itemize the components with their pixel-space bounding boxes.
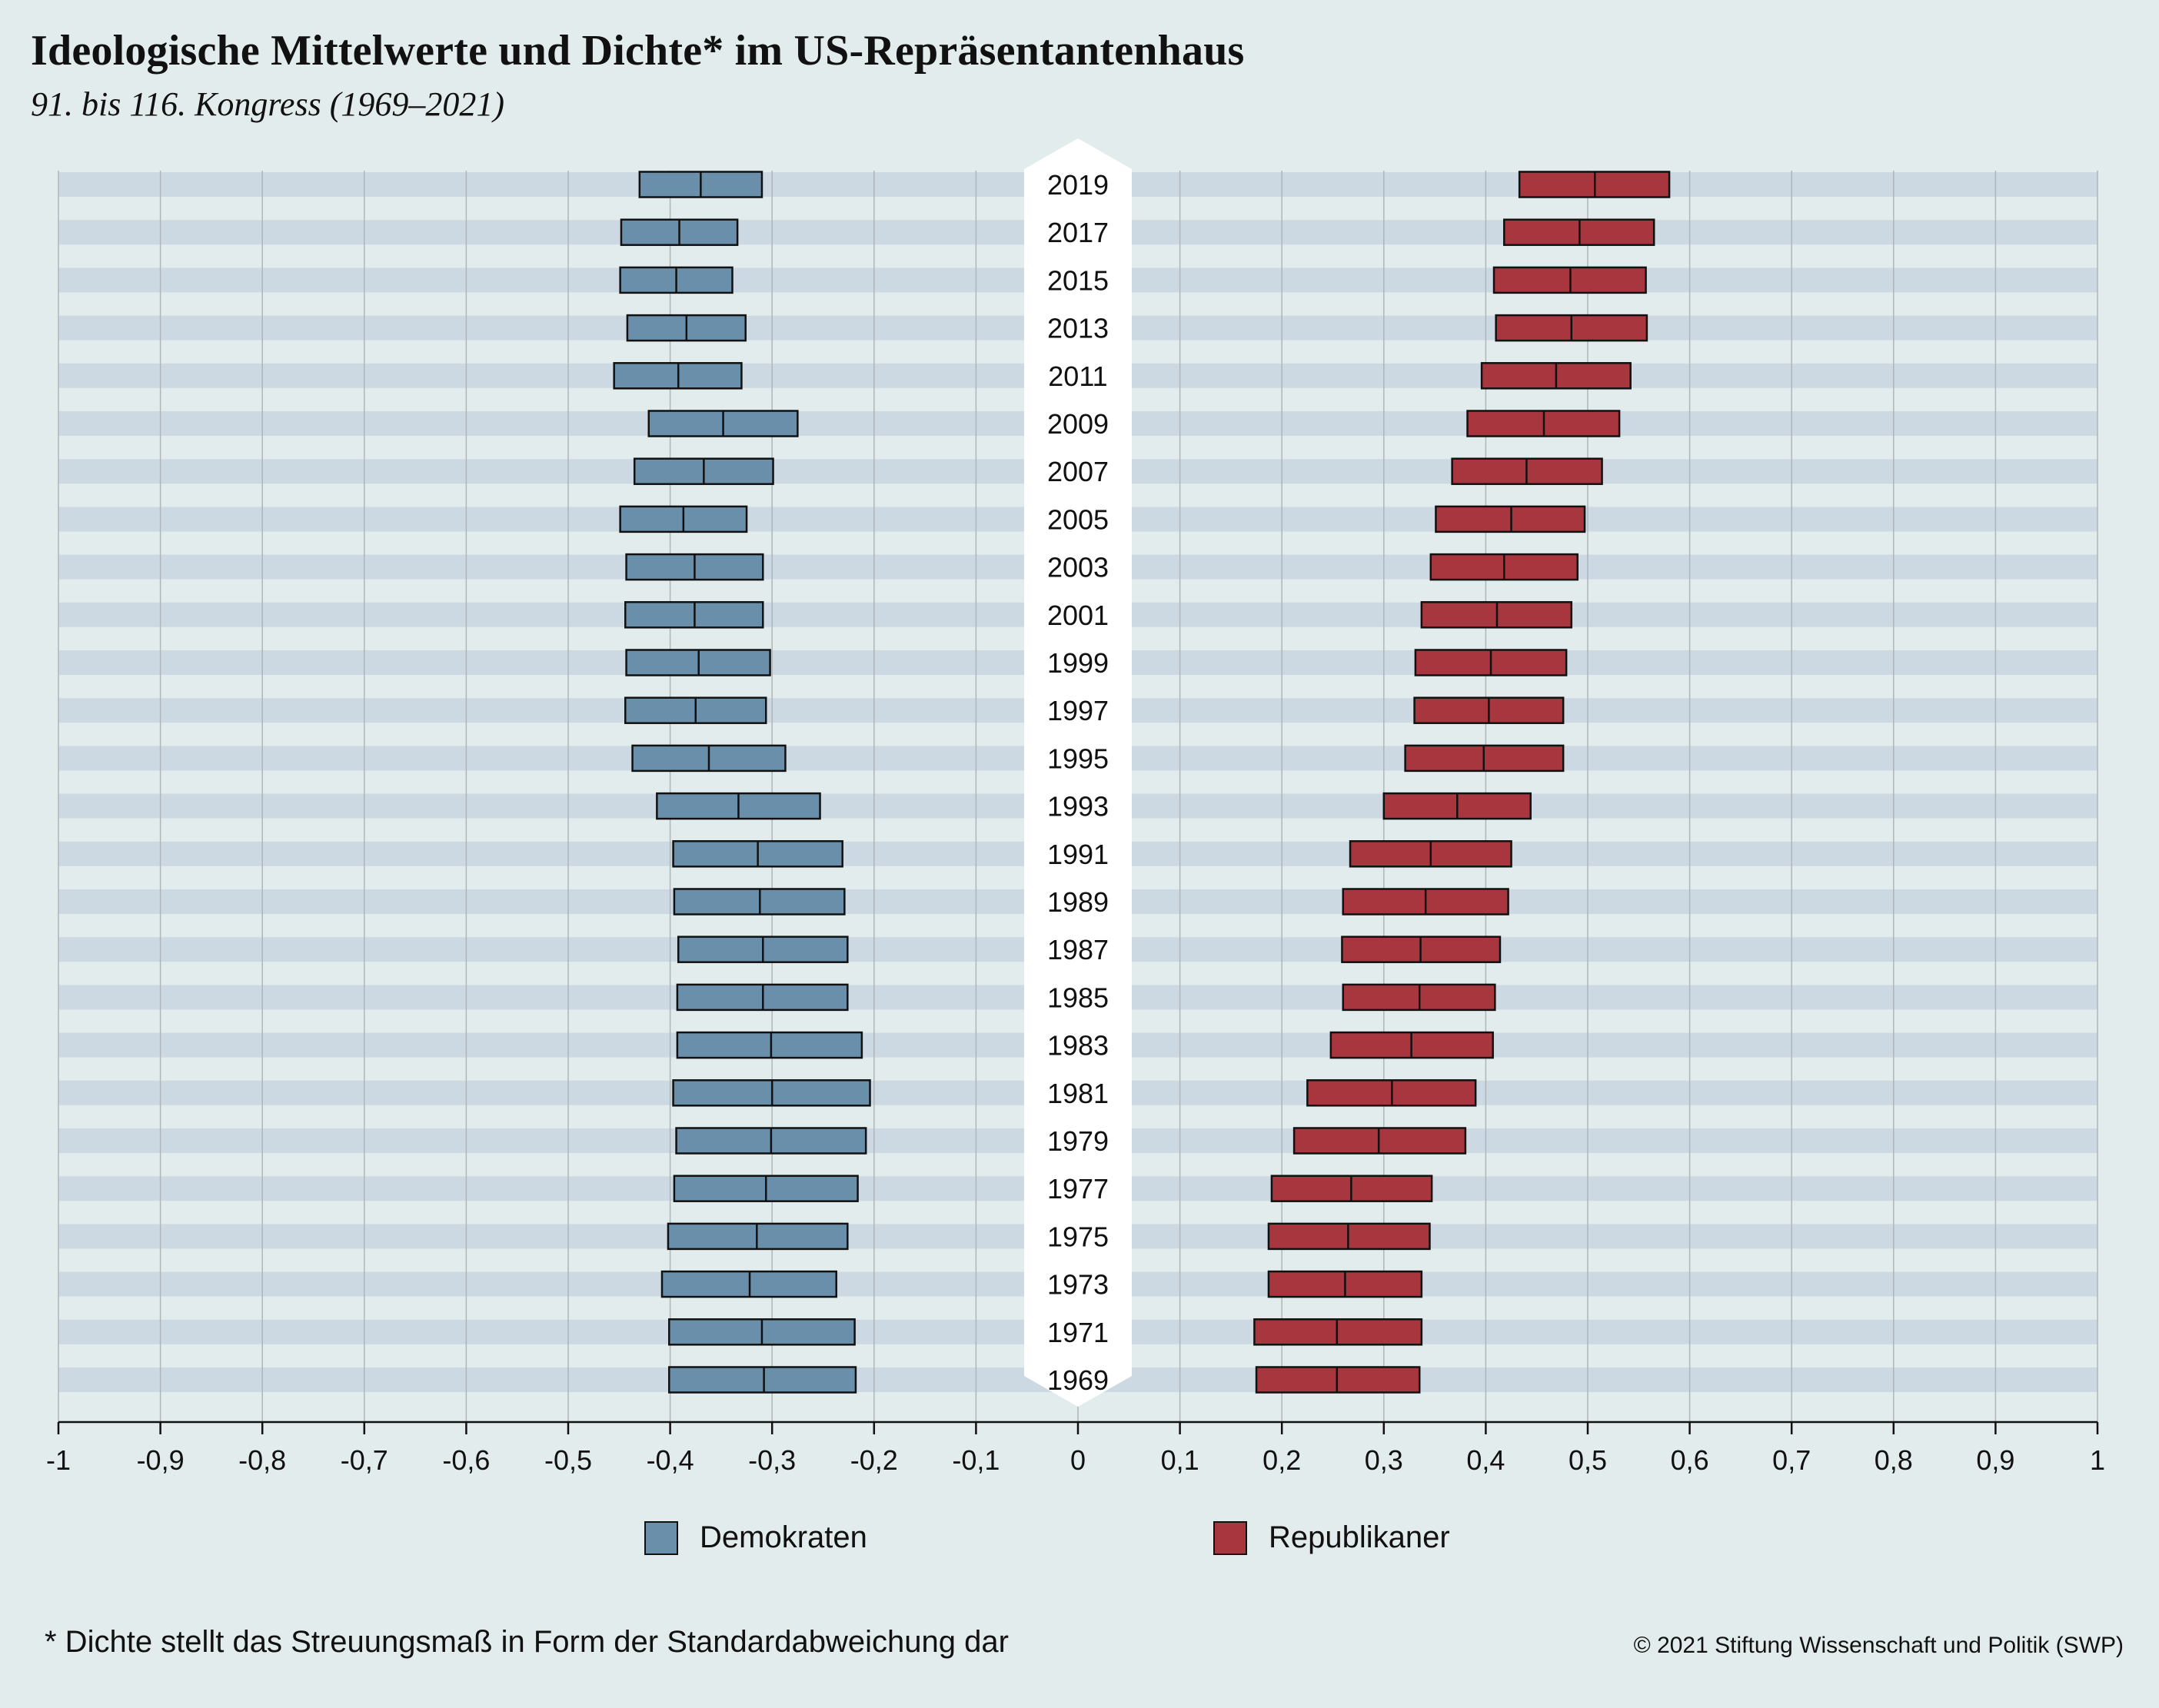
year-label: 1971	[1047, 1317, 1109, 1348]
year-label: 1989	[1047, 886, 1109, 918]
year-label: 2009	[1047, 408, 1109, 440]
legend-item-republicans: Republikaner	[1213, 1520, 1450, 1555]
year-label: 1973	[1047, 1269, 1109, 1301]
year-label-band	[1024, 138, 1132, 1407]
x-tick-label: -1	[46, 1444, 71, 1476]
x-tick-label: 0,8	[1875, 1444, 1913, 1476]
year-label: 1987	[1047, 934, 1109, 965]
x-tick-label: 0,9	[1976, 1444, 2014, 1476]
x-tick-label: 0	[1070, 1444, 1086, 1476]
x-tick-label: -0,6	[442, 1444, 490, 1476]
year-label: 2003	[1047, 552, 1109, 583]
x-tick-label: -0,5	[544, 1444, 592, 1476]
box-democrats	[667, 1222, 849, 1251]
year-label: 1981	[1047, 1078, 1109, 1109]
year-label: 1985	[1047, 982, 1109, 1013]
box-republicans	[1435, 505, 1586, 533]
box-republicans	[1267, 1222, 1431, 1251]
x-tick-label: -0,1	[952, 1444, 1000, 1476]
box-republicans	[1292, 1127, 1467, 1155]
x-tick-label: 0,1	[1161, 1444, 1199, 1476]
year-label: 2017	[1047, 217, 1109, 248]
year-label: 2005	[1047, 503, 1109, 535]
copyright: © 2021 Stiftung Wissenschaft und Politik…	[1633, 1633, 2124, 1658]
x-tick-label: -0,7	[341, 1444, 388, 1476]
x-tick-label: -0,8	[238, 1444, 286, 1476]
legend-swatch-republicans	[1213, 1520, 1247, 1555]
box-democrats	[668, 1366, 857, 1394]
year-label: 1995	[1047, 743, 1109, 774]
x-tick-label: 1	[2090, 1444, 2105, 1476]
x-tick-label: -0,4	[647, 1444, 694, 1476]
legend-item-democrats: Demokraten	[644, 1520, 867, 1555]
legend-label-democrats: Demokraten	[700, 1520, 867, 1554]
year-label: 2013	[1047, 313, 1109, 344]
x-tick-label: 0,5	[1569, 1444, 1607, 1476]
x-tick-label: 0,3	[1365, 1444, 1403, 1476]
year-label: 1975	[1047, 1221, 1109, 1252]
x-tick-label: 0,6	[1671, 1444, 1709, 1476]
year-label: 1969	[1047, 1364, 1109, 1396]
year-label: 1991	[1047, 839, 1109, 870]
x-tick-label: 0,4	[1466, 1444, 1505, 1476]
box-democrats	[676, 1031, 863, 1059]
chart-title: Ideologische Mittelwerte und Dichte* im …	[31, 27, 1245, 75]
x-tick-label: 0,7	[1772, 1444, 1811, 1476]
year-label: 2011	[1048, 361, 1107, 392]
x-tick-label: 0,2	[1262, 1444, 1301, 1476]
year-label: 1979	[1047, 1125, 1109, 1157]
footnote: * Dichte stellt das Streuungsmaß in Form…	[45, 1625, 1009, 1659]
year-label: 1999	[1047, 647, 1109, 679]
year-label: 1983	[1047, 1030, 1109, 1062]
year-label: 2001	[1047, 600, 1109, 631]
year-label: 1977	[1047, 1173, 1109, 1205]
year-label: 2019	[1047, 169, 1109, 201]
year-label: 1997	[1047, 695, 1109, 726]
legend-swatch-democrats	[644, 1520, 678, 1555]
year-label: 1993	[1047, 791, 1109, 822]
legend-label-republicans: Republikaner	[1269, 1520, 1450, 1554]
box-republicans	[1253, 1318, 1423, 1346]
x-tick-label: -0,2	[850, 1444, 898, 1476]
year-label: 2015	[1047, 264, 1109, 296]
x-tick-label: -0,9	[137, 1444, 185, 1476]
chart-subtitle: 91. bis 116. Kongress (1969–2021)	[31, 85, 504, 123]
x-tick-label: -0,3	[748, 1444, 796, 1476]
legend: Demokraten Republikaner	[0, 1520, 2159, 1567]
box-republicans	[1255, 1366, 1421, 1394]
year-label: 2007	[1047, 456, 1109, 487]
